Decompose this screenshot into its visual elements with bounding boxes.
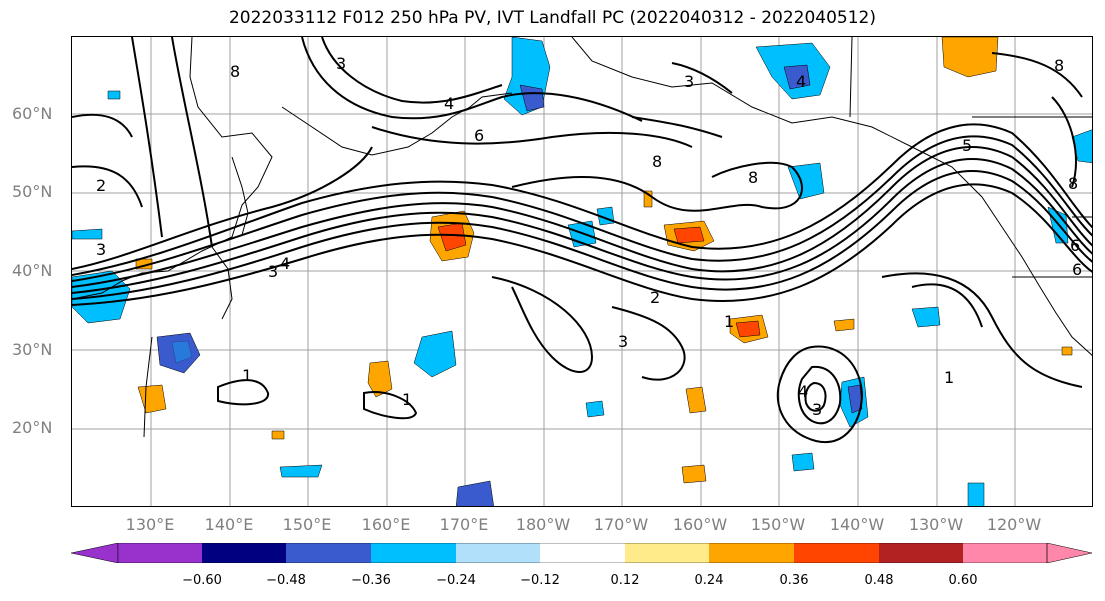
colorbar-tick-label: 0.24 (694, 573, 724, 588)
colorbar-segment (118, 543, 202, 563)
colorbar (71, 543, 1093, 563)
shade-orange (1061, 346, 1073, 356)
contour-label: 1 (944, 368, 954, 387)
shade-cyan (72, 228, 103, 240)
shade-cyan (911, 306, 941, 328)
contour-labels: 8 3 4 6 2 3 3 4 8 4 8 3 2 3 1 1 1 8 5 6 … (96, 54, 1082, 419)
contour-label: 6 (1070, 236, 1080, 255)
contour-label: 8 (1054, 56, 1064, 75)
colorbar-segment (963, 543, 1047, 563)
shade-cyan (413, 330, 457, 378)
contour-label: 8 (652, 152, 662, 171)
colorbar-segment (456, 543, 540, 563)
graticule (72, 37, 1092, 506)
contour-label: 4 (280, 254, 290, 273)
colorbar-segment (794, 543, 879, 563)
lat-label-40n: 40°N (12, 261, 53, 280)
lon-label-170e: 170°E (439, 515, 489, 534)
shade-cyan (791, 452, 815, 472)
colorbar-tick-label: 0.60 (948, 573, 978, 588)
shade-orange (941, 37, 999, 78)
shade-red (437, 222, 467, 252)
colorbar-segment (371, 543, 456, 563)
contour-label: 1 (242, 366, 252, 385)
pv-shading (72, 37, 1092, 506)
map-panel: 8 3 4 6 2 3 3 4 8 4 8 3 2 3 1 1 1 8 5 6 … (71, 36, 1093, 507)
lon-label-130w: 130°W (908, 515, 964, 534)
lon-label-150e: 150°E (282, 515, 332, 534)
colorbar-segment (286, 543, 371, 563)
shade-orange (685, 386, 707, 414)
contour-label: 4 (444, 94, 454, 113)
lon-label-140e: 140°E (204, 515, 254, 534)
contour-label: 3 (684, 72, 694, 91)
contour-label: 8 (230, 62, 240, 81)
colorbar-segment (709, 543, 794, 563)
contour-label: 3 (268, 262, 278, 281)
contour-label: 5 (962, 136, 972, 155)
contour-label: 1 (724, 312, 734, 331)
shade-red (673, 226, 705, 244)
contour-label: 3 (618, 332, 628, 351)
colorbar-tick-label: −0.48 (266, 573, 306, 588)
shade-orange (681, 464, 707, 484)
lon-label-170w: 170°W (593, 515, 649, 534)
contour-label: 6 (474, 126, 484, 145)
colorbar-segment (625, 543, 709, 563)
shade-cyan (585, 400, 605, 418)
lat-label-20n: 20°N (12, 418, 53, 437)
lon-label-160w: 160°W (672, 515, 728, 534)
shade-blue (519, 84, 545, 112)
colorbar-tick-label: −0.60 (182, 573, 222, 588)
colorbar-tick-label: −0.24 (436, 573, 476, 588)
shade-cyan (279, 464, 323, 478)
colorbar-extend-min (71, 543, 119, 563)
colorbar-tick-label: −0.12 (520, 573, 560, 588)
contour-label: 1 (402, 390, 412, 409)
map-canvas: 8 3 4 6 2 3 3 4 8 4 8 3 2 3 1 1 1 8 5 6 … (72, 37, 1092, 506)
contour-label: 2 (96, 176, 106, 195)
shade-orange (833, 318, 855, 332)
contour-label: 6 (1072, 260, 1082, 279)
shade-orange (271, 430, 285, 440)
shade-red (735, 320, 761, 338)
lon-label-120w: 120°W (986, 515, 1042, 534)
colorbar-segment (202, 543, 286, 563)
contour-label: 3 (96, 240, 106, 259)
lon-label-150w: 150°W (750, 515, 806, 534)
shade-orange (137, 384, 167, 414)
contour-label: 4 (798, 382, 808, 401)
colorbar-outline (117, 543, 1048, 563)
contour-label: 8 (1068, 174, 1078, 193)
contour-label: 2 (650, 288, 660, 307)
shade-blue (156, 332, 201, 374)
map-title: 2022033112 F012 250 hPa PV, IVT Landfall… (228, 8, 876, 28)
colorbar-tick-label: 0.36 (779, 573, 809, 588)
lat-label-60n: 60°N (12, 104, 53, 123)
shade-cyan (107, 90, 121, 100)
contour-label: 3 (812, 400, 822, 419)
colorbar-tick-label: 0.12 (610, 573, 640, 588)
shade-blue (455, 480, 494, 506)
colorbar-extend-max (1046, 543, 1093, 563)
colorbar-tick-label: −0.36 (351, 573, 391, 588)
pv-contours (72, 37, 1092, 444)
shade-blue (847, 384, 863, 414)
shade-cyan (967, 482, 985, 506)
colorbar-segment (540, 543, 625, 563)
colorbar-segment (879, 543, 963, 563)
lon-label-160e: 160°E (361, 515, 411, 534)
shade-blue (783, 64, 811, 90)
contour-label: 8 (748, 168, 758, 187)
lon-label-130e: 130°E (125, 515, 175, 534)
colorbar-tick-label: 0.48 (864, 573, 894, 588)
lat-label-30n: 30°N (12, 340, 53, 359)
contour-label: 3 (336, 54, 346, 73)
lon-label-180w: 180°W (515, 515, 571, 534)
contour-label: 4 (796, 72, 806, 91)
lat-label-50n: 50°N (12, 182, 53, 201)
lon-label-140w: 140°W (829, 515, 885, 534)
shade-cyan (171, 340, 193, 364)
